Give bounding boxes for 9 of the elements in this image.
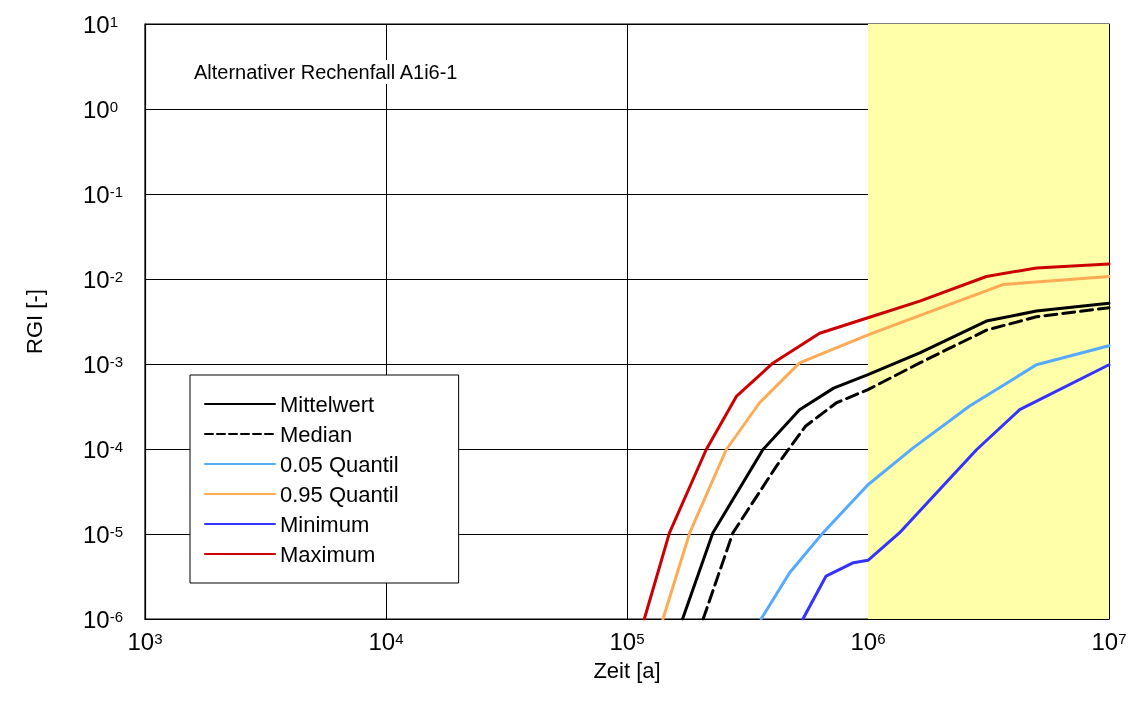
y-axis-title: RGI [-] (21, 289, 47, 354)
legend-label: Maximum (280, 541, 376, 567)
x-axis-title: Zeit [a] (593, 657, 661, 683)
legend-label: Minimum (280, 511, 370, 537)
legend-label: Mittelwert (280, 391, 375, 417)
legend-label: 0.05 Quantil (280, 451, 399, 477)
legend-label: 0.95 Quantil (280, 481, 399, 507)
legend-label: Median (280, 421, 353, 447)
annotation: Alternativer Rechenfall A1i6-1 (194, 61, 458, 83)
